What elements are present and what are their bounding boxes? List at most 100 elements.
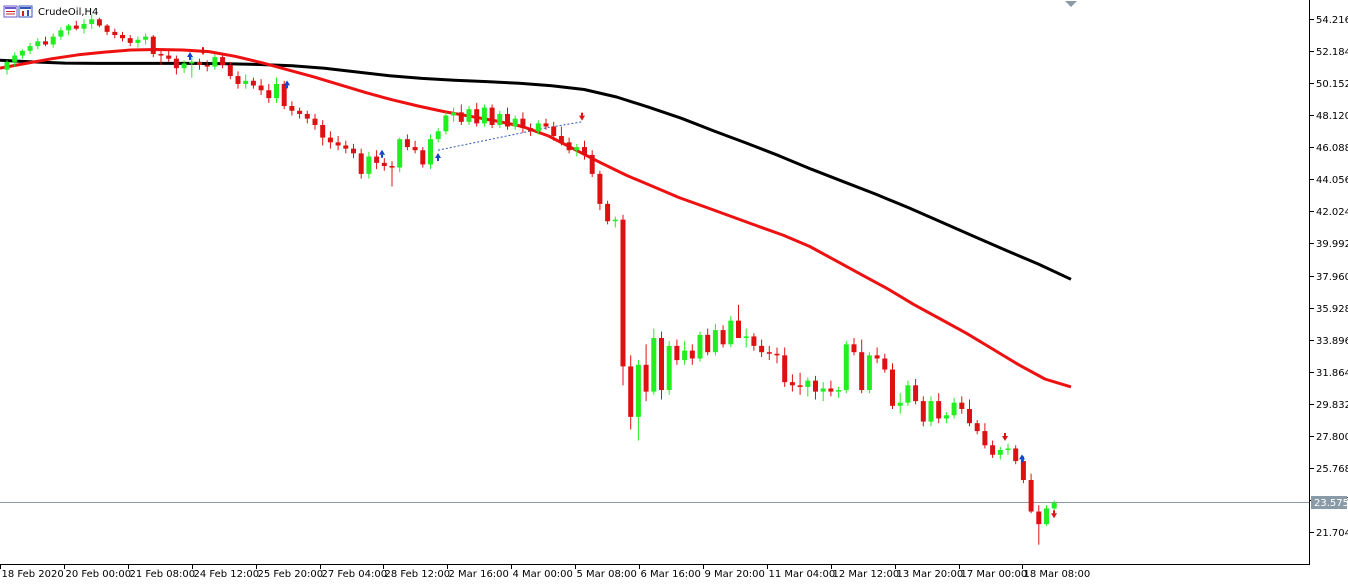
chart-shift-marker-icon[interactable] bbox=[1065, 1, 1077, 7]
candle bbox=[1005, 443, 1011, 455]
candle bbox=[351, 143, 356, 159]
candle bbox=[497, 110, 503, 129]
candle bbox=[959, 396, 965, 414]
candle bbox=[689, 344, 695, 365]
candle bbox=[789, 374, 795, 392]
candle bbox=[682, 341, 688, 365]
y-tick-label: 54.216 bbox=[1316, 15, 1348, 26]
candle bbox=[158, 50, 164, 66]
candle bbox=[574, 143, 580, 157]
candle-body bbox=[12, 55, 18, 62]
candle-body bbox=[651, 337, 657, 392]
candle-body bbox=[19, 50, 25, 56]
y-tick-label: 25.768 bbox=[1316, 464, 1348, 475]
candle bbox=[181, 60, 187, 73]
candle-body bbox=[89, 19, 95, 24]
candle-body bbox=[243, 80, 249, 84]
candle-body bbox=[589, 154, 595, 174]
candle bbox=[782, 347, 788, 387]
signal-trend-line bbox=[437, 121, 583, 151]
current-price-tag-bg bbox=[1311, 496, 1347, 509]
candle-body bbox=[674, 345, 680, 361]
candle-body bbox=[905, 385, 911, 403]
candle-body bbox=[320, 124, 326, 138]
fast-ma-line bbox=[0, 48, 1072, 389]
x-tick-label: 27 Feb 04:00 bbox=[322, 569, 388, 580]
x-tick-label: 5 Mar 08:00 bbox=[577, 569, 637, 580]
candle-body bbox=[150, 36, 156, 54]
candle bbox=[920, 396, 926, 427]
candle bbox=[458, 104, 464, 125]
x-tick-label: 18 Mar 08:00 bbox=[1024, 569, 1091, 580]
candle bbox=[843, 341, 849, 394]
window-menu-icon[interactable] bbox=[3, 5, 18, 18]
candle bbox=[628, 355, 634, 430]
candle bbox=[874, 347, 880, 364]
candle bbox=[389, 161, 395, 187]
candle bbox=[250, 77, 256, 89]
candle bbox=[1036, 505, 1042, 545]
x-tick-label: 9 Mar 20:00 bbox=[705, 569, 765, 580]
candle bbox=[666, 341, 672, 395]
candle-body bbox=[327, 137, 333, 143]
candle-body bbox=[612, 219, 618, 222]
candle-body bbox=[689, 350, 695, 359]
candle-body bbox=[551, 126, 557, 137]
candle-body bbox=[797, 385, 803, 387]
candle bbox=[381, 158, 387, 171]
candle-body bbox=[158, 53, 164, 56]
y-tick-label: 21.704 bbox=[1316, 528, 1348, 539]
candle-body bbox=[489, 107, 495, 125]
candle bbox=[635, 360, 641, 441]
y-tick-label: 42.024 bbox=[1316, 207, 1348, 218]
candle bbox=[766, 345, 772, 361]
candle bbox=[805, 377, 811, 397]
candle-body bbox=[227, 65, 233, 77]
candle-body bbox=[81, 23, 87, 29]
candle-body bbox=[728, 320, 734, 345]
candle bbox=[943, 412, 949, 424]
candle-body bbox=[274, 83, 279, 99]
sell-arrow-icon bbox=[200, 50, 206, 56]
candle bbox=[882, 353, 888, 373]
candle bbox=[759, 339, 765, 357]
chart-window-icon[interactable] bbox=[18, 5, 33, 18]
candle-body bbox=[558, 136, 564, 143]
candle bbox=[120, 31, 125, 42]
candle bbox=[96, 17, 102, 28]
candle-body bbox=[682, 350, 688, 361]
candle bbox=[828, 380, 834, 397]
candle bbox=[204, 60, 210, 72]
candle bbox=[890, 363, 895, 409]
candle-body bbox=[605, 203, 611, 222]
candle-body bbox=[120, 35, 125, 39]
dashed-trend-line bbox=[437, 121, 583, 151]
candle bbox=[913, 379, 919, 405]
candle-body bbox=[620, 219, 626, 367]
candle bbox=[435, 128, 441, 143]
candle bbox=[974, 420, 980, 435]
candle bbox=[728, 315, 734, 348]
candle-body bbox=[358, 153, 364, 174]
candle bbox=[751, 333, 757, 351]
candle-body bbox=[843, 344, 849, 391]
candle bbox=[659, 331, 664, 400]
y-tick-label: 44.056 bbox=[1316, 175, 1348, 186]
candle bbox=[558, 126, 564, 146]
candle-body bbox=[397, 139, 403, 168]
plot-area[interactable] bbox=[0, 14, 1309, 545]
candle bbox=[512, 115, 518, 130]
candle-body bbox=[828, 388, 834, 392]
candle bbox=[643, 344, 649, 402]
candle bbox=[736, 304, 741, 338]
candle-body bbox=[743, 336, 749, 338]
candle-body bbox=[936, 401, 942, 419]
candle-body bbox=[173, 58, 179, 69]
candle-body bbox=[789, 382, 795, 386]
candle bbox=[166, 50, 172, 62]
candle bbox=[1020, 456, 1026, 484]
candle bbox=[951, 397, 957, 419]
candle-body bbox=[697, 334, 703, 359]
candle-body bbox=[266, 90, 272, 99]
